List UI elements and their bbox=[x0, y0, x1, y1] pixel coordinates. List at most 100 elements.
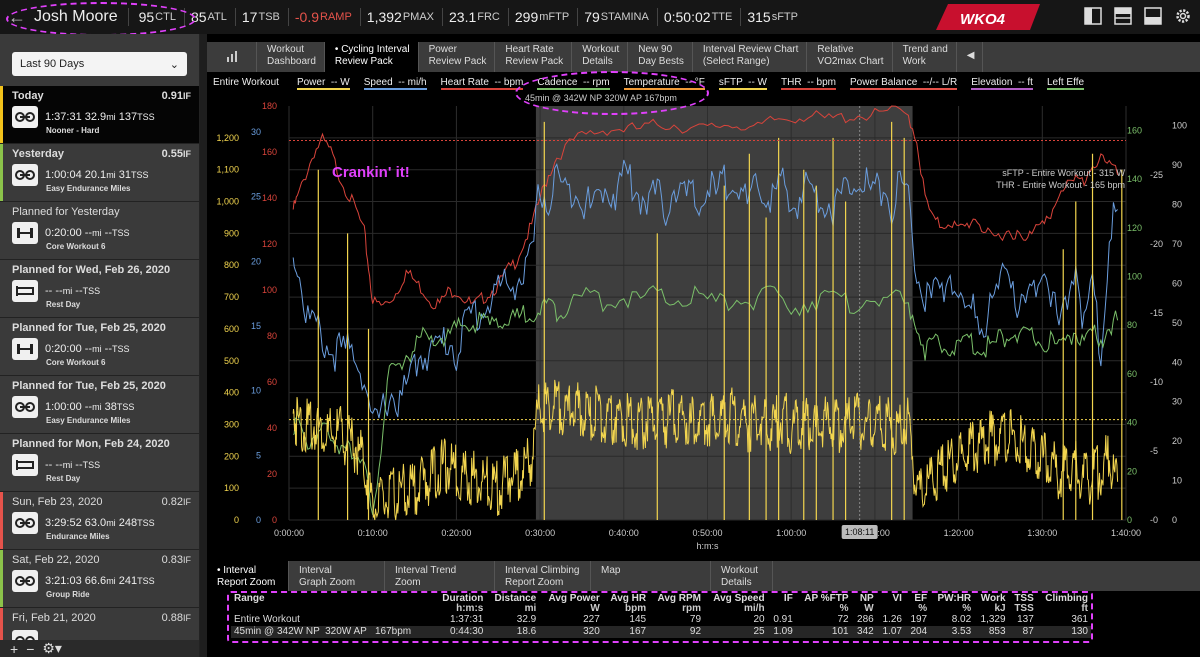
tab-charts[interactable] bbox=[207, 42, 257, 72]
legend-item-7[interactable]: THR -- bpm bbox=[781, 74, 836, 90]
legend-item-10[interactable]: Left Effe bbox=[1046, 74, 1085, 90]
column-header[interactable]: TSS bbox=[1014, 593, 1034, 604]
series-speed[interactable] bbox=[292, 159, 1118, 419]
x-tick-label: 0:40:00 bbox=[609, 528, 639, 538]
metric-sftp[interactable]: 315 sFTP bbox=[741, 8, 806, 26]
tab-5[interactable]: Workout Details bbox=[572, 42, 629, 72]
report-tab-4[interactable]: Map bbox=[591, 561, 711, 591]
metric-unit: STAMINA bbox=[600, 11, 649, 23]
legend-item-0[interactable]: Entire Workout bbox=[213, 74, 279, 90]
workout-list: Today 0.91IF 1:37:31 32.9mi 137TSS Nooner -… bbox=[0, 86, 199, 657]
workout-distance-unit: mi bbox=[92, 402, 102, 412]
tab-8[interactable]: Relative VO2max Chart bbox=[807, 42, 893, 72]
metric-pmax[interactable]: 1,392 PMAX bbox=[361, 8, 444, 26]
tab-3[interactable]: Power Review Pack bbox=[419, 42, 496, 72]
workout-item[interactable]: Planned for Yesterday 0:20:00 --mi --TSS C… bbox=[0, 202, 199, 260]
tick-label-power: 0 bbox=[234, 515, 239, 525]
legend-item-8[interactable]: Power Balance --/-- L/R bbox=[850, 74, 958, 90]
table-cell: 853 bbox=[974, 626, 1009, 638]
metric-tsb[interactable]: 17 TSB bbox=[236, 8, 289, 26]
workout-stats: 0:20:00 --mi --TSS bbox=[45, 227, 130, 239]
workout-chart[interactable]: 0 100 200 300 400 500 600 700 800 900 1,000 1,100 1,… bbox=[207, 92, 1200, 554]
fitness-metrics: 95 CTL 85 ATL 17 TSB -0.9 RAMP 1,392 PMAX 23.1 FRC 2… bbox=[133, 8, 806, 26]
column-header[interactable]: VI bbox=[892, 593, 902, 604]
column-header[interactable]: PW:HR bbox=[937, 593, 972, 604]
column-header[interactable]: Range bbox=[234, 593, 265, 604]
highlight-oval-athlete bbox=[6, 2, 196, 36]
metric-stamina[interactable]: 79 STAMINA bbox=[578, 8, 658, 26]
column-header[interactable]: Avg Speed bbox=[713, 593, 765, 604]
legend-item-3[interactable]: Heart Rate -- bpm bbox=[440, 74, 524, 90]
column-header[interactable]: Avg RPM bbox=[657, 593, 702, 604]
report-tab-1[interactable]: Interval Graph Zoom bbox=[289, 561, 385, 591]
tick-label-heart_rate: 20 bbox=[267, 469, 277, 479]
column-header[interactable]: Duration bbox=[442, 593, 484, 604]
tick-label-power: 600 bbox=[224, 324, 239, 334]
workout-item[interactable]: Planned for Mon, Feb 24, 2020 -- --mi --T… bbox=[0, 434, 199, 492]
workout-item[interactable]: Sun, Feb 23, 2020 0.82IF 3:29:52 63.0mi 24… bbox=[0, 492, 199, 550]
column-header[interactable]: Distance bbox=[494, 593, 537, 604]
tab-scroll-left-icon[interactable]: ◀ bbox=[957, 42, 984, 72]
tab-2[interactable]: • Cycling Interval Review Pack bbox=[324, 42, 419, 72]
report-tab-0[interactable]: • Interval Report Zoom bbox=[207, 561, 289, 591]
chart-svg[interactable]: 01002003004005006007008009001,0001,1001,… bbox=[207, 92, 1200, 554]
layout-split-icon[interactable] bbox=[1114, 7, 1132, 25]
column-header[interactable]: Climbing bbox=[1045, 593, 1088, 604]
add-button[interactable]: + bbox=[10, 640, 19, 657]
column-header[interactable]: Avg HR bbox=[610, 593, 647, 604]
legend-item-9[interactable]: Elevation -- ft bbox=[971, 74, 1033, 90]
report-tab-5[interactable]: Workout Details bbox=[711, 561, 773, 591]
tab-7[interactable]: Interval Review Chart (Select Range) bbox=[693, 42, 808, 72]
tick-label-heart_rate: 120 bbox=[262, 239, 277, 249]
column-header[interactable]: AP %FTP bbox=[804, 593, 849, 604]
remove-button[interactable]: − bbox=[26, 640, 35, 657]
series-cadence[interactable] bbox=[292, 285, 1119, 515]
workout-date: Sat, Feb 22, 2020 bbox=[12, 554, 100, 566]
column-header[interactable]: EF bbox=[914, 593, 928, 604]
date-range-select[interactable]: Last 90 Days ⌄ bbox=[12, 52, 187, 76]
workout-tss-unit: TSS bbox=[111, 228, 130, 238]
tab-4[interactable]: Heart Rate Review Pack bbox=[495, 42, 573, 72]
bike-icon bbox=[12, 164, 38, 186]
metric-frc[interactable]: 23.1 FRC bbox=[443, 8, 509, 26]
tab-1[interactable]: Workout Dashboard bbox=[257, 42, 325, 72]
workout-name: Core Workout 6 bbox=[46, 242, 106, 251]
series-power[interactable] bbox=[292, 379, 1119, 521]
metric-mftp[interactable]: 299 mFTP bbox=[509, 8, 579, 26]
bar-chart-icon bbox=[226, 50, 240, 66]
layout-bottom-icon[interactable] bbox=[1144, 7, 1162, 25]
workout-item[interactable]: Yesterday 0.55IF 1:00:04 20.1mi 31TSS Easy … bbox=[0, 144, 199, 202]
table-row[interactable]: Entire Workout 1:37:31 32.9 227 145 79 20 0.91 7… bbox=[231, 614, 1091, 626]
report-tab-2[interactable]: Interval Trend Zoom bbox=[385, 561, 495, 591]
workout-distance: -- bbox=[84, 227, 93, 239]
legend-item-2[interactable]: Speed -- mi/h bbox=[363, 74, 427, 90]
layout-left-icon[interactable] bbox=[1084, 7, 1102, 25]
column-header[interactable]: Avg Power bbox=[548, 593, 600, 604]
workout-item[interactable]: Planned for Tue, Feb 25, 2020 0:20:00 --m… bbox=[0, 318, 199, 376]
tab-label: Workout Dashboard bbox=[267, 44, 316, 67]
table-cell: 0.91 bbox=[773, 614, 793, 625]
legend-item-1[interactable]: Power -- W bbox=[296, 74, 350, 90]
workout-item[interactable]: Sat, Feb 22, 2020 0.83IF 3:21:03 66.6mi 24… bbox=[0, 550, 199, 608]
tick-label-cadence: 60 bbox=[1127, 369, 1137, 379]
series-heart-rate[interactable] bbox=[292, 105, 1119, 310]
settings-menu-button[interactable]: ⚙▾ bbox=[42, 640, 62, 656]
workout-item[interactable]: Planned for Tue, Feb 25, 2020 1:00:00 --m… bbox=[0, 376, 199, 434]
legend-item-6[interactable]: sFTP -- W bbox=[718, 74, 767, 90]
column-header[interactable]: IF bbox=[783, 593, 793, 604]
column-header[interactable]: Work bbox=[980, 593, 1006, 604]
metric-tte[interactable]: 0:50:02 TTE bbox=[658, 8, 742, 26]
table-row[interactable]: 45min @ 342W NP 320W AP 167bpm 0:44:30 18.… bbox=[231, 626, 1091, 638]
tab-9[interactable]: Trend and Work bbox=[893, 42, 957, 72]
workout-item[interactable]: Planned for Wed, Feb 26, 2020 -- --mi --T… bbox=[0, 260, 199, 318]
column-header[interactable]: NP bbox=[859, 593, 874, 604]
workout-if-value: 0.91 bbox=[161, 90, 183, 102]
tick-label-balance: -15 bbox=[1150, 308, 1163, 318]
metric-ramp[interactable]: -0.9 RAMP bbox=[289, 8, 361, 26]
workout-item[interactable]: Today 0.91IF 1:37:31 32.9mi 137TSS Nooner -… bbox=[0, 86, 199, 144]
settings-gear-icon[interactable] bbox=[1174, 7, 1192, 25]
workout-color-bar bbox=[0, 144, 3, 201]
tab-6[interactable]: New 90 Day Bests bbox=[628, 42, 693, 72]
report-tab-3[interactable]: Interval Climbing Report Zoom bbox=[495, 561, 591, 591]
metric-value: 315 bbox=[747, 9, 771, 25]
